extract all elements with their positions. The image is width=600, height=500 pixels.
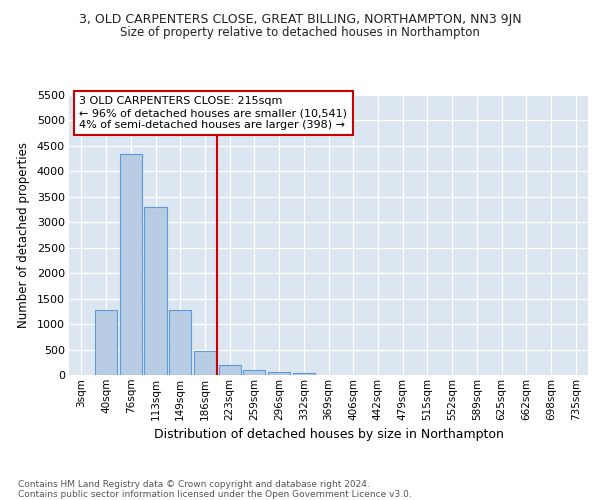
Bar [119,154,142,375]
Text: Size of property relative to detached houses in Northampton: Size of property relative to detached ho… [120,26,480,39]
Bar [194,350,216,375]
Bar [268,372,290,375]
Bar [218,365,241,375]
Text: 3, OLD CARPENTERS CLOSE, GREAT BILLING, NORTHAMPTON, NN3 9JN: 3, OLD CARPENTERS CLOSE, GREAT BILLING, … [79,12,521,26]
Bar [293,373,315,375]
Bar [169,310,191,375]
Bar [243,370,265,375]
Y-axis label: Number of detached properties: Number of detached properties [17,142,30,328]
Bar [145,207,167,375]
Text: 3 OLD CARPENTERS CLOSE: 215sqm
← 96% of detached houses are smaller (10,541)
4% : 3 OLD CARPENTERS CLOSE: 215sqm ← 96% of … [79,96,347,130]
Text: Contains HM Land Registry data © Crown copyright and database right 2024.
Contai: Contains HM Land Registry data © Crown c… [18,480,412,500]
Bar [95,310,117,375]
X-axis label: Distribution of detached houses by size in Northampton: Distribution of detached houses by size … [154,428,503,441]
